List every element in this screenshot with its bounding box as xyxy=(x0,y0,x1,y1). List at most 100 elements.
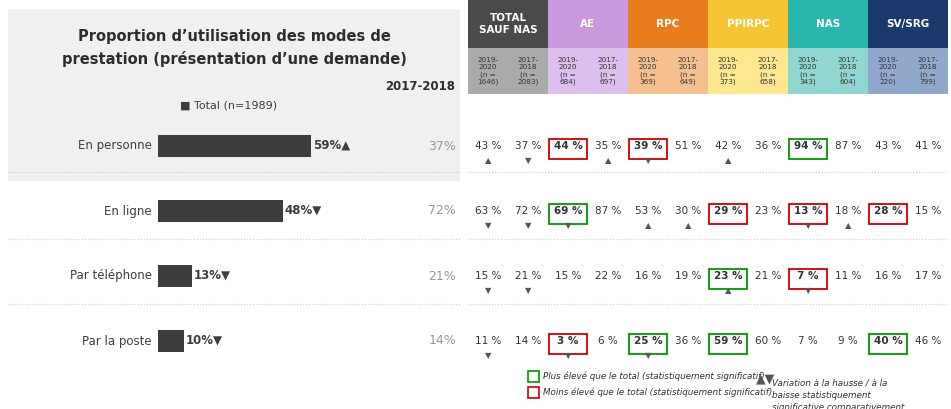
Text: 46 %: 46 % xyxy=(915,336,941,346)
Text: ▼: ▼ xyxy=(565,222,572,231)
Text: ▲: ▲ xyxy=(725,157,731,166)
Text: Plus élevé que le total (statistiquement significatif): Plus élevé que le total (statistiquement… xyxy=(543,372,765,381)
Text: 21%: 21% xyxy=(428,270,456,283)
Text: 21 %: 21 % xyxy=(514,271,541,281)
Text: ■ Total (n=1989): ■ Total (n=1989) xyxy=(180,100,277,110)
Bar xyxy=(8,9,460,181)
Text: Par téléphone: Par téléphone xyxy=(70,270,152,283)
Text: ▼: ▼ xyxy=(645,351,651,360)
Bar xyxy=(158,135,311,157)
Text: 29 %: 29 % xyxy=(714,206,742,216)
Text: 16 %: 16 % xyxy=(875,271,902,281)
Text: ▼: ▼ xyxy=(525,286,532,295)
Text: 48%▼: 48%▼ xyxy=(284,204,322,216)
Text: 11 %: 11 % xyxy=(475,336,501,346)
Text: Moins élevé que le total (statistiquement significatif): Moins élevé que le total (statistiquemen… xyxy=(543,388,772,397)
Text: 19 %: 19 % xyxy=(675,271,701,281)
Text: 25 %: 25 % xyxy=(633,336,662,346)
Bar xyxy=(788,48,868,94)
Text: 87 %: 87 % xyxy=(594,206,621,216)
Text: 18 %: 18 % xyxy=(835,206,862,216)
Text: NAS: NAS xyxy=(816,19,840,29)
Bar xyxy=(548,0,628,48)
Text: 37%: 37% xyxy=(428,139,456,153)
Text: 22 %: 22 % xyxy=(594,271,621,281)
Text: 2019-
2020
(n =
369): 2019- 2020 (n = 369) xyxy=(637,57,658,85)
Text: 59%▲: 59%▲ xyxy=(314,139,351,151)
Text: ▼: ▼ xyxy=(485,351,492,360)
Text: 2019-
2020
(n =
220): 2019- 2020 (n = 220) xyxy=(878,57,899,85)
Text: 42 %: 42 % xyxy=(715,141,741,151)
Text: 53 %: 53 % xyxy=(635,206,661,216)
Text: 44 %: 44 % xyxy=(553,141,582,151)
Text: SV/SRG: SV/SRG xyxy=(886,19,930,29)
Text: En personne: En personne xyxy=(78,139,152,153)
Text: Par la poste: Par la poste xyxy=(83,335,152,348)
Text: 3 %: 3 % xyxy=(557,336,579,346)
Text: TOTAL
SAUF NAS: TOTAL SAUF NAS xyxy=(478,13,537,35)
Text: 11 %: 11 % xyxy=(835,271,862,281)
Text: 7 %: 7 % xyxy=(798,336,818,346)
Text: 10%▼: 10%▼ xyxy=(186,333,223,346)
Text: 21 %: 21 % xyxy=(755,271,781,281)
Text: ▼: ▼ xyxy=(525,157,532,166)
Text: ▼: ▼ xyxy=(485,286,492,295)
Bar xyxy=(788,0,868,48)
Bar xyxy=(628,48,708,94)
Bar xyxy=(868,0,948,48)
Bar xyxy=(468,0,548,48)
Text: ▲: ▲ xyxy=(605,157,611,166)
Text: 14%: 14% xyxy=(428,335,456,348)
Text: 2019-
2020
(n =
684): 2019- 2020 (n = 684) xyxy=(557,57,578,85)
Text: ▼: ▼ xyxy=(645,157,651,166)
Text: 43 %: 43 % xyxy=(475,141,501,151)
Text: 87 %: 87 % xyxy=(835,141,862,151)
Text: RPC: RPC xyxy=(656,19,680,29)
Text: ▲: ▲ xyxy=(485,157,492,166)
Text: 9 %: 9 % xyxy=(838,336,858,346)
Text: 94 %: 94 % xyxy=(794,141,823,151)
Text: ▲: ▲ xyxy=(645,222,651,231)
Text: 13 %: 13 % xyxy=(794,206,823,216)
Text: 2017-
2018
(n =
799): 2017- 2018 (n = 799) xyxy=(918,57,939,85)
Text: 59 %: 59 % xyxy=(714,336,742,346)
Bar xyxy=(158,265,192,287)
Text: 6 %: 6 % xyxy=(598,336,618,346)
Text: 36 %: 36 % xyxy=(755,141,781,151)
Text: 23 %: 23 % xyxy=(713,271,743,281)
Text: 2019-
2020
(n =
343): 2019- 2020 (n = 343) xyxy=(798,57,819,85)
Text: ▲: ▲ xyxy=(725,286,731,295)
Text: 23 %: 23 % xyxy=(755,206,781,216)
Text: 72%: 72% xyxy=(428,204,456,218)
Bar xyxy=(548,48,628,94)
Text: 15 %: 15 % xyxy=(475,271,501,281)
Text: ▼: ▼ xyxy=(525,222,532,231)
Text: ▲▼: ▲▼ xyxy=(756,373,775,386)
Text: 35 %: 35 % xyxy=(594,141,621,151)
Text: 43 %: 43 % xyxy=(875,141,902,151)
Text: 63 %: 63 % xyxy=(475,206,501,216)
Text: 60 %: 60 % xyxy=(755,336,781,346)
Text: 72 %: 72 % xyxy=(514,206,541,216)
Text: 17 %: 17 % xyxy=(915,271,941,281)
Text: ▲: ▲ xyxy=(844,222,851,231)
Text: 2017-
2018
(n =
649): 2017- 2018 (n = 649) xyxy=(677,57,699,85)
Text: 2017-
2018
(n =
658): 2017- 2018 (n = 658) xyxy=(757,57,779,85)
Bar xyxy=(528,371,539,382)
Text: 2019-
2020
(n =
373): 2019- 2020 (n = 373) xyxy=(717,57,739,85)
Text: ▼: ▼ xyxy=(485,222,492,231)
Text: 2017-
2018
(n =
2083): 2017- 2018 (n = 2083) xyxy=(517,57,538,85)
Text: 36 %: 36 % xyxy=(675,336,701,346)
Text: 30 %: 30 % xyxy=(675,206,701,216)
Text: Variation à la hausse / à la
baisse statistiquement
significative comparativemen: Variation à la hausse / à la baisse stat… xyxy=(772,379,904,409)
Bar xyxy=(158,200,282,222)
Text: ▼: ▼ xyxy=(565,351,572,360)
Text: 15 %: 15 % xyxy=(915,206,941,216)
Text: PPIRPC: PPIRPC xyxy=(727,19,769,29)
Text: 51 %: 51 % xyxy=(675,141,701,151)
Text: 37 %: 37 % xyxy=(514,141,541,151)
Text: 40 %: 40 % xyxy=(874,336,902,346)
Text: 15 %: 15 % xyxy=(554,271,581,281)
Bar xyxy=(708,0,788,48)
Text: 39 %: 39 % xyxy=(633,141,662,151)
